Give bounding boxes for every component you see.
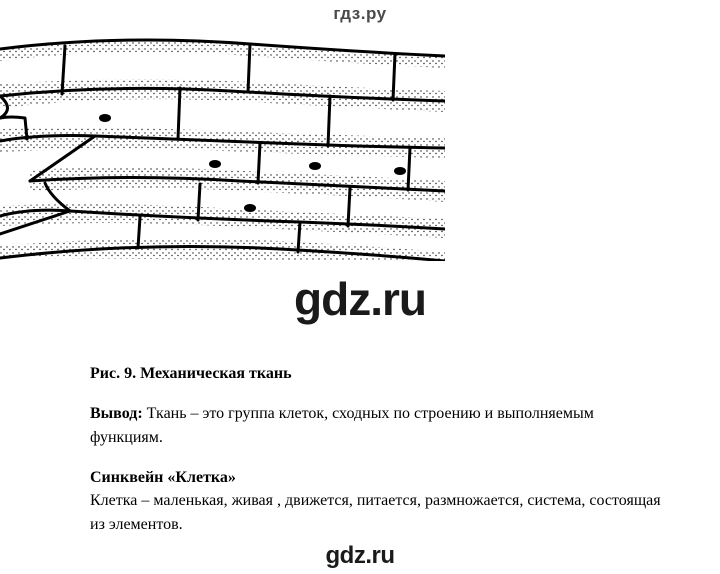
watermark-center: gdz.ru xyxy=(0,272,720,326)
tissue-cells-icon xyxy=(0,36,445,261)
watermark-bottom: gdz.ru xyxy=(0,542,720,570)
figure-caption: Рис. 9. Механическая ткань xyxy=(90,362,670,386)
conclusion-text: Ткань – это группа клеток, сходных по ст… xyxy=(90,405,594,446)
cinquain-title: Синквейн «Клетка» xyxy=(90,466,670,490)
logo-top: гдз.ру xyxy=(0,4,720,24)
mechanical-tissue-illustration xyxy=(0,36,445,261)
conclusion-label: Вывод: xyxy=(90,405,143,422)
page: гдз.ру xyxy=(0,0,720,574)
cinquain-body: Клетка – маленькая, живая , движется, пи… xyxy=(90,489,670,537)
caption-prefix: Рис. 9. xyxy=(90,365,140,382)
conclusion-paragraph: Вывод: Ткань – это группа клеток, сходны… xyxy=(90,402,670,450)
caption-title: Механическая ткань xyxy=(140,365,291,382)
